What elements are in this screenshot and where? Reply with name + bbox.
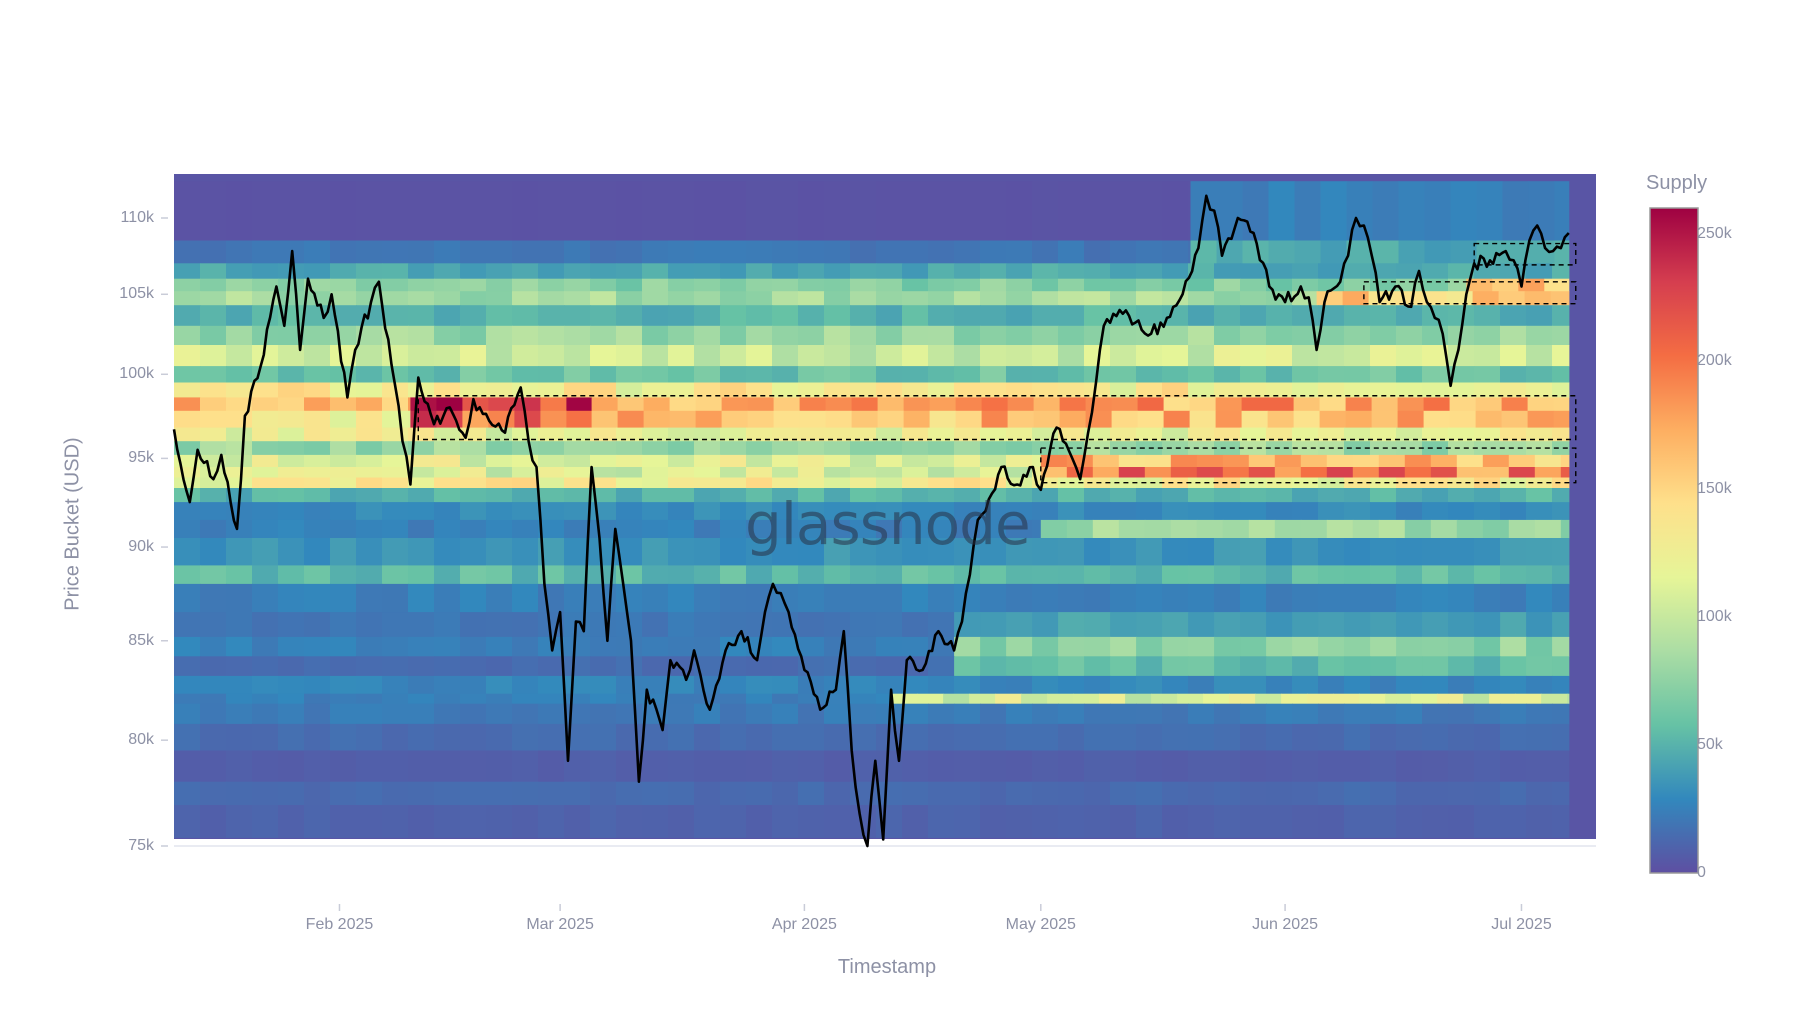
x-tick-label: Apr 2025 bbox=[771, 916, 837, 933]
x-tick-label: Feb 2025 bbox=[305, 916, 374, 933]
x-axis-ticks bbox=[338, 904, 1523, 911]
colorbar-tick-label: 250k bbox=[1697, 224, 1732, 242]
y-tick-label: 75k bbox=[128, 837, 154, 854]
x-tick-label: Jul 2025 bbox=[1491, 916, 1552, 933]
x-axis-title: Timestamp bbox=[837, 956, 937, 978]
colorbar-tick-label: 150k bbox=[1697, 480, 1732, 498]
colorbar-tick-label: 50k bbox=[1697, 736, 1723, 754]
heatmap-cells bbox=[174, 174, 1596, 839]
price-line bbox=[172, 194, 1570, 848]
colorbar-tick-label: 100k bbox=[1697, 608, 1732, 626]
y-tick-label: 95k bbox=[128, 449, 154, 467]
y-tick-label: 100k bbox=[119, 365, 154, 383]
y-tick-label: 110k bbox=[120, 209, 154, 226]
colorbar-tick-label: 0 bbox=[1697, 864, 1706, 881]
y-tick-label: 85k bbox=[128, 631, 154, 649]
y-tick-label: 105k bbox=[119, 285, 154, 303]
y-tick-label: 80k bbox=[128, 731, 154, 749]
x-tick-label: Jun 2025 bbox=[1252, 916, 1318, 933]
x-tick-label: Mar 2025 bbox=[526, 916, 594, 933]
x-tick-label: May 2025 bbox=[1005, 916, 1076, 933]
colorbar-tick-label: 200k bbox=[1697, 352, 1732, 370]
colorbar bbox=[1649, 207, 1699, 874]
y-axis-title: Price Bucket (USD) bbox=[61, 437, 84, 611]
y-tick-label: 90k bbox=[128, 538, 154, 556]
y-axis-ticks bbox=[161, 217, 168, 847]
colorbar-title: Supply bbox=[1646, 172, 1708, 194]
